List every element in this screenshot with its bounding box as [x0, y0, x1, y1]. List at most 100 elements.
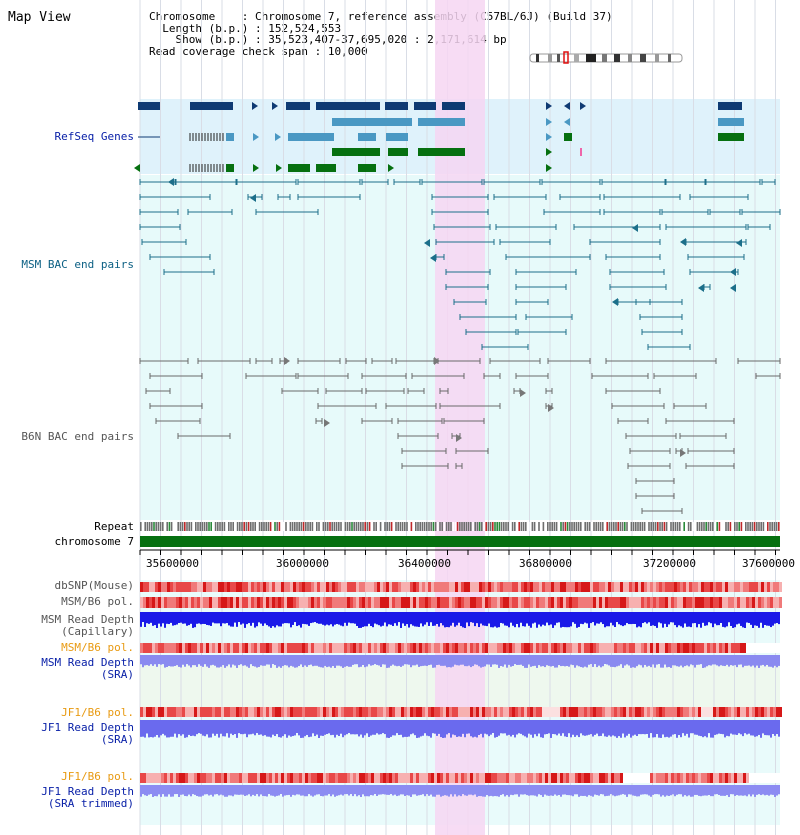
- repeat-mark: [415, 522, 417, 531]
- read-depth-bar: [392, 785, 394, 796]
- polymorphism-heat-cell: [221, 773, 224, 783]
- polymorphism-heat-cell: [332, 597, 335, 608]
- polymorphism-heat-cell: [266, 597, 269, 608]
- polymorphism-heat-cell: [644, 707, 647, 717]
- msm-bac-label[interactable]: MSM BAC end pairs: [21, 258, 134, 271]
- repeat-mark: [338, 522, 340, 531]
- repeat-mark: [760, 522, 762, 531]
- read-depth-bar: [612, 612, 614, 626]
- repeat-mark: [483, 522, 485, 531]
- polymorphism-heat-cell: [440, 582, 443, 592]
- read-depth-bar: [654, 720, 656, 738]
- polymorphism-heat-cell: [395, 643, 398, 653]
- read-depth-bar: [734, 720, 736, 735]
- read-depth-bar: [744, 720, 746, 734]
- read-depth-bar: [394, 720, 396, 736]
- read-depth-bar: [632, 720, 634, 736]
- polymorphism-heat-cell: [386, 582, 389, 592]
- repeat-mark: [756, 522, 758, 531]
- read-depth-bar: [562, 612, 564, 627]
- polymorphism-heat-cell: [488, 773, 491, 783]
- polymorphism-heat-cell: [695, 597, 698, 608]
- read-depth-bar: [740, 612, 742, 626]
- read-depth-bar: [466, 720, 468, 734]
- repeat-mark: [146, 522, 149, 531]
- repeat-mark: [672, 522, 674, 531]
- read-depth-bar: [506, 720, 508, 736]
- read-depth-bar: [160, 720, 162, 736]
- repeat-mark: [439, 522, 441, 531]
- read-depth-bar: [248, 720, 250, 735]
- read-depth-bar: [768, 655, 770, 667]
- read-depth-bar: [618, 785, 620, 796]
- read-depth-bar: [366, 655, 368, 667]
- polymorphism-heat-cell: [704, 643, 707, 653]
- polymorphism-heat-cell: [464, 773, 467, 783]
- polymorphism-heat-cell: [263, 643, 266, 653]
- b6n-bac-label[interactable]: B6N BAC end pairs: [21, 430, 134, 443]
- refseq-gene: [418, 118, 465, 126]
- refseq-genes-label[interactable]: RefSeq Genes: [54, 130, 134, 143]
- read-depth-bar: [498, 612, 500, 628]
- read-depth-bar: [606, 785, 608, 796]
- read-depth-bar: [250, 612, 252, 626]
- read-depth-bar: [490, 655, 492, 667]
- read-depth-bar: [660, 655, 662, 668]
- read-depth-bar: [248, 785, 250, 795]
- read-depth-bar: [254, 720, 256, 736]
- polymorphism-heat-cell: [764, 643, 767, 653]
- polymorphism-heat-cell: [221, 643, 224, 653]
- polymorphism-heat-cell: [662, 707, 665, 717]
- read-depth-bar: [362, 612, 364, 627]
- read-depth-bar: [662, 655, 664, 668]
- read-depth-bar: [668, 655, 670, 667]
- read-depth-bar: [330, 720, 332, 736]
- polymorphism-heat-cell: [356, 643, 359, 653]
- read-depth-bar: [236, 612, 238, 627]
- read-depth-bar: [588, 720, 590, 735]
- polymorphism-heat-cell: [620, 597, 623, 608]
- polymorphism-heat-cell: [488, 707, 491, 717]
- polymorphism-heat-cell: [707, 582, 710, 592]
- read-depth-bar: [184, 655, 186, 667]
- polymorphism-heat-cell: [749, 773, 752, 783]
- polymorphism-heat-cell: [698, 643, 701, 653]
- read-depth-bar: [580, 612, 582, 624]
- read-depth-bar: [538, 785, 540, 795]
- polymorphism-heat-cell: [590, 597, 593, 608]
- polymorphism-heat-cell: [575, 773, 578, 783]
- read-depth-bar: [238, 655, 240, 666]
- repeat-mark: [454, 522, 457, 531]
- read-depth-bar: [250, 720, 252, 735]
- read-depth-bar: [156, 720, 158, 735]
- repeat-mark: [531, 522, 534, 531]
- read-depth-bar: [648, 785, 650, 796]
- read-depth-bar: [276, 785, 278, 796]
- read-depth-bar: [294, 785, 296, 796]
- read-depth-bar: [258, 612, 260, 623]
- polymorphism-heat-cell: [632, 582, 635, 592]
- gene-mark: [580, 148, 582, 156]
- refseq-gene: [358, 133, 376, 141]
- read-depth-bar: [162, 612, 164, 624]
- repeat-mark: [212, 522, 215, 531]
- read-depth-bar: [274, 655, 276, 666]
- read-depth-bar: [752, 612, 754, 628]
- polymorphism-heat-cell: [257, 597, 260, 608]
- polymorphism-heat-cell: [485, 582, 488, 592]
- polymorphism-heat-cell: [452, 773, 455, 783]
- polymorphism-heat-cell: [524, 773, 527, 783]
- read-depth-bar: [320, 720, 322, 736]
- repeat-mark: [170, 522, 173, 531]
- read-depth-bar: [342, 655, 344, 668]
- msm-b6-pol-sra-label: MSM/B6 pol.: [61, 641, 134, 654]
- read-depth-bar: [390, 612, 392, 625]
- read-depth-bar: [458, 612, 460, 623]
- polymorphism-heat-cell: [710, 597, 713, 608]
- read-depth-bar: [360, 655, 362, 667]
- polymorphism-heat-cell: [722, 597, 725, 608]
- repeat-mark: [564, 522, 567, 531]
- read-depth-bar: [346, 612, 348, 626]
- polymorphism-heat-cell: [734, 643, 737, 653]
- read-depth-bar: [566, 785, 568, 796]
